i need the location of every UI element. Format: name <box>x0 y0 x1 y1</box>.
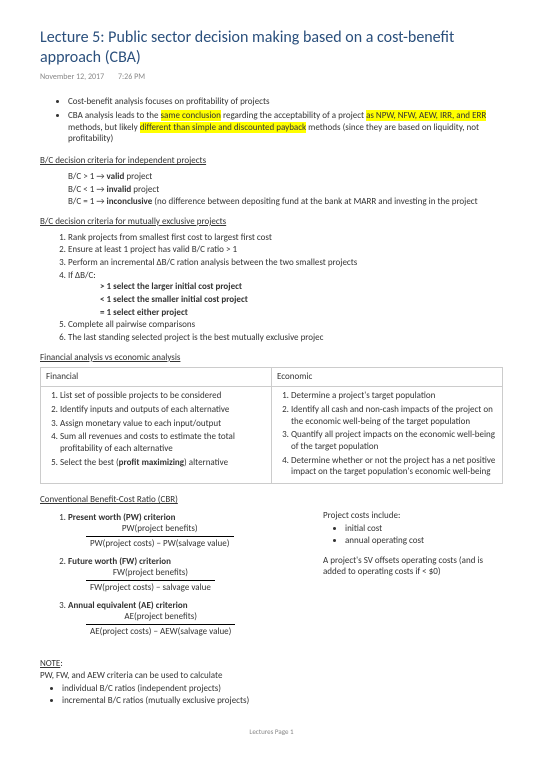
list-item: If ΔB/C: > 1 select the larger initial c… <box>68 270 503 319</box>
bold-text: invalid <box>107 184 132 195</box>
criteria-block: B/C > 1 → valid project B/C < 1 → invali… <box>68 171 503 208</box>
list-item: Ensure at least 1 project has valid B/C … <box>68 244 503 256</box>
list-item: Identify all cash and non-cash impacts o… <box>291 404 497 427</box>
denominator: FW(project costs) − salvage value <box>86 581 215 594</box>
cbr-item-pw: Present worth (PW) criterion PW(project … <box>68 512 303 550</box>
page-footer: Lectures Page 1 <box>40 727 503 736</box>
section-heading-mutual: B/C decision criteria for mutually exclu… <box>40 216 503 228</box>
list-item: The last standing selected project is th… <box>68 332 503 344</box>
bold-text: valid <box>107 171 125 182</box>
text: > 1 select the <box>100 281 151 292</box>
intro-bullets: Cost-benefit analysis focuses on profita… <box>40 96 503 145</box>
table-header-economic: Economic <box>272 368 503 387</box>
highlight: same conclusion <box>161 110 221 121</box>
pc-title: Project costs include: <box>323 510 503 522</box>
section-heading-independent: B/C decision criteria for independent pr… <box>40 155 503 167</box>
text: B/C < 1 → <box>68 184 107 195</box>
date-text: November 12, 2017 <box>40 72 104 82</box>
list-item: Cost-benefit analysis focuses on profita… <box>68 96 503 108</box>
cbr-item-ae: Annual equivalent (AE) criterion AE(proj… <box>68 600 303 638</box>
criteria-line: B/C = 1 → inconclusive (no difference be… <box>68 196 503 208</box>
delta-rules: > 1 select the larger initial cost proje… <box>100 281 503 318</box>
rule-line: = 1 select either project <box>100 307 503 319</box>
table-header-financial: Financial <box>41 368 272 387</box>
text: (no difference between depositing fund a… <box>152 196 477 207</box>
rule-line: > 1 select the larger initial cost proje… <box>100 281 503 293</box>
list-item: individual B/C ratios (independent proje… <box>62 683 503 695</box>
cbr-list: Present worth (PW) criterion PW(project … <box>40 512 303 638</box>
list-item: Determine whether or not the project has… <box>291 455 497 478</box>
list-item: Select the best (profit maximizing) alte… <box>60 457 266 469</box>
cbr-right: Project costs include: initial cost annu… <box>323 510 503 644</box>
page-title: Lecture 5: Public sector decision making… <box>40 28 503 68</box>
highlight: as NPW, NFW, AEW, IRR, and ERR <box>366 110 486 121</box>
section-heading-fa: Financial analysis vs economic analysis <box>40 352 503 364</box>
mutual-steps: Rank projects from smallest first cost t… <box>40 232 503 344</box>
list-item: initial cost <box>345 523 503 535</box>
formula: AE(project benefits) AE(project costs) −… <box>86 611 235 637</box>
cbr-item-fw: Future worth (FW) criterion FW(project b… <box>68 556 303 594</box>
denominator: AE(project costs) − AEW(salvage value) <box>86 625 235 638</box>
list-item: Quantify all project impacts on the econ… <box>291 429 497 452</box>
table-cell-economic: Determine a project's target population … <box>272 387 503 484</box>
list-item: annual operating cost <box>345 535 503 547</box>
note-block: NOTE: PW, FW, and AEW criteria can be us… <box>40 658 503 707</box>
list-item: Sum all revenues and costs to estimate t… <box>60 431 266 454</box>
text: either project <box>137 307 188 318</box>
note-line: PW, FW, and AEW criteria can be used to … <box>40 670 222 681</box>
criteria-line: B/C < 1 → invalid project <box>68 184 503 196</box>
time-text: 7:26 PM <box>118 72 145 82</box>
criterion-title: Present worth (PW) criterion <box>68 512 175 523</box>
cbr-left: Present worth (PW) criterion PW(project … <box>40 510 303 644</box>
fa-table: Financial Economic List set of possible … <box>40 367 503 484</box>
page-meta: November 12, 2017 7:26 PM <box>40 72 503 82</box>
text: ) alternative <box>184 457 228 468</box>
denominator: PW(project costs) − PW(salvage value) <box>86 537 234 550</box>
list-item: Perform an incremental ΔB/C ration analy… <box>68 257 503 269</box>
text: B/C = 1 → <box>68 196 107 207</box>
text: CBA analysis leads to the <box>68 110 161 121</box>
text: project <box>124 171 152 182</box>
text: methods, but likely <box>68 122 140 133</box>
numerator: AE(project benefits) <box>86 611 235 625</box>
text: Select the best ( <box>60 457 119 468</box>
text: = 1 select <box>100 307 137 318</box>
list-item: Rank projects from smallest first cost t… <box>68 232 503 244</box>
highlight: different than simple and discounted pay… <box>140 122 306 133</box>
text: If ΔB/C: <box>68 270 96 281</box>
numerator: PW(project benefits) <box>86 523 234 537</box>
formula: PW(project benefits) PW(project costs) −… <box>86 523 234 549</box>
bold-text: inconclusive <box>107 196 153 207</box>
list-item: Assign monetary value to each input/outp… <box>60 418 266 430</box>
list-item: incremental B/C ratios (mutually exclusi… <box>62 695 503 707</box>
bold-text: profit maximizing <box>119 457 184 468</box>
table-cell-financial: List set of possible projects to be cons… <box>41 387 272 484</box>
rule-line: < 1 select the smaller initial cost proj… <box>100 294 503 306</box>
text: larger initial cost project <box>151 281 242 292</box>
text: project <box>131 184 159 195</box>
text: < 1 select the <box>100 294 151 305</box>
sv-note: A project's SV offsets operating costs (… <box>323 555 503 578</box>
criterion-title: Future worth (FW) criterion <box>68 556 171 567</box>
criteria-line: B/C > 1 → valid project <box>68 171 503 183</box>
criterion-title: Annual equivalent (AE) criterion <box>68 600 188 611</box>
list-item: Identify inputs and outputs of each alte… <box>60 404 266 416</box>
list-item: CBA analysis leads to the same conclusio… <box>68 110 503 145</box>
text: : <box>60 658 62 669</box>
note-heading: NOTE <box>40 658 60 669</box>
formula: FW(project benefits) FW(project costs) −… <box>86 567 215 593</box>
list-item: List set of possible projects to be cons… <box>60 390 266 402</box>
text: smaller initial cost project <box>151 294 247 305</box>
numerator: FW(project benefits) <box>86 567 215 581</box>
list-item: Determine a project's target population <box>291 390 497 402</box>
section-heading-cbr: Conventional Benefit-Cost Ratio (CBR) <box>40 494 503 506</box>
list-item: Complete all pairwise comparisons <box>68 319 503 331</box>
text: regarding the acceptability of a project <box>221 110 366 121</box>
text: B/C > 1 → <box>68 171 107 182</box>
